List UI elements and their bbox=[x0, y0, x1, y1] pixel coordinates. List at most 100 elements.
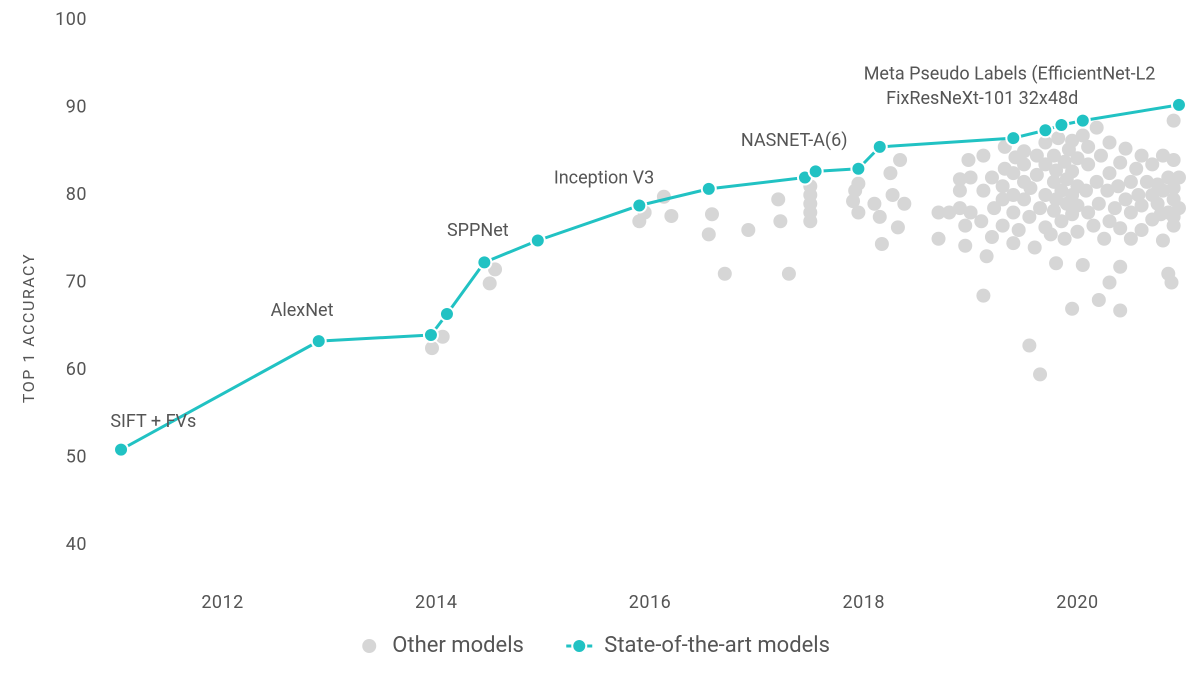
other-model-point bbox=[1006, 236, 1020, 250]
other-model-point bbox=[782, 267, 796, 281]
other-model-point bbox=[891, 220, 905, 234]
sota-point bbox=[1006, 131, 1020, 145]
other-model-point bbox=[1172, 201, 1186, 215]
other-model-point bbox=[1033, 201, 1047, 215]
other-model-point bbox=[886, 188, 900, 202]
other-model-point bbox=[1092, 293, 1106, 307]
point-label: Meta Pseudo Labels (EfficientNet-L2 bbox=[864, 64, 1156, 85]
other-model-point bbox=[1172, 171, 1186, 185]
point-label: NASNET-A(6) bbox=[741, 130, 848, 151]
other-model-point bbox=[932, 232, 946, 246]
sota-point bbox=[1038, 123, 1052, 137]
sota-point bbox=[1076, 114, 1090, 128]
other-model-point bbox=[1156, 234, 1170, 248]
other-model-point bbox=[1113, 156, 1127, 170]
other-model-point bbox=[980, 249, 994, 263]
other-model-point bbox=[851, 177, 865, 191]
other-model-point bbox=[1135, 223, 1149, 237]
other-model-point bbox=[897, 197, 911, 211]
chart-svg: 40506070809010020122014201620182020TOP 1… bbox=[0, 0, 1200, 700]
sota-point bbox=[632, 199, 646, 213]
other-model-point bbox=[1017, 157, 1031, 171]
other-model-point bbox=[718, 267, 732, 281]
other-model-point bbox=[1065, 164, 1079, 178]
y-tick-label: 90 bbox=[66, 96, 87, 117]
other-model-point bbox=[1094, 149, 1108, 163]
other-model-point bbox=[976, 184, 990, 198]
sota-point bbox=[424, 328, 438, 342]
other-model-point bbox=[1129, 162, 1143, 176]
sota-point bbox=[477, 255, 491, 269]
other-model-point bbox=[875, 237, 889, 251]
other-model-point bbox=[664, 209, 678, 223]
point-label: SIFT + FVs bbox=[110, 411, 196, 432]
y-tick-label: 80 bbox=[66, 184, 87, 205]
other-model-point bbox=[1044, 227, 1058, 241]
other-model-point bbox=[1111, 179, 1125, 193]
y-tick-label: 70 bbox=[66, 271, 87, 292]
other-model-point bbox=[1097, 232, 1111, 246]
other-model-point bbox=[705, 207, 719, 221]
other-model-point bbox=[1103, 276, 1117, 290]
legend-marker-sota-dot bbox=[572, 639, 586, 653]
other-model-point bbox=[1164, 276, 1178, 290]
other-model-point bbox=[1103, 166, 1117, 180]
other-model-point bbox=[1092, 197, 1106, 211]
other-model-point bbox=[1076, 258, 1090, 272]
other-model-point bbox=[1017, 144, 1031, 158]
other-model-point bbox=[1119, 192, 1133, 206]
other-model-point bbox=[1124, 175, 1138, 189]
other-model-point bbox=[1167, 153, 1181, 167]
other-model-point bbox=[1023, 181, 1037, 195]
other-model-point bbox=[1086, 219, 1100, 233]
sota-point bbox=[114, 443, 128, 457]
legend-label-sota: State-of-the-art models bbox=[604, 633, 830, 658]
other-model-point bbox=[773, 214, 787, 228]
other-model-point bbox=[976, 149, 990, 163]
other-model-point bbox=[883, 166, 897, 180]
y-tick-label: 50 bbox=[66, 446, 87, 467]
other-model-point bbox=[1113, 260, 1127, 274]
other-model-point bbox=[1081, 157, 1095, 171]
other-model-point bbox=[1022, 339, 1036, 353]
sota-point bbox=[1172, 98, 1186, 112]
point-label: AlexNet bbox=[271, 300, 334, 321]
other-model-point bbox=[1090, 121, 1104, 135]
other-model-point bbox=[1012, 223, 1026, 237]
other-model-point bbox=[974, 214, 988, 228]
other-model-point bbox=[873, 210, 887, 224]
point-label: FixResNeXt-101 32x48d bbox=[886, 88, 1078, 109]
y-axis-title: TOP 1 ACCURACY bbox=[19, 253, 38, 403]
x-tick-label: 2018 bbox=[842, 592, 884, 613]
sota-point bbox=[851, 162, 865, 176]
sota-point bbox=[531, 234, 545, 248]
other-model-point bbox=[958, 239, 972, 253]
other-model-point bbox=[1113, 304, 1127, 318]
other-model-point bbox=[425, 341, 439, 355]
accuracy-chart: 40506070809010020122014201620182020TOP 1… bbox=[0, 0, 1200, 700]
x-tick-label: 2016 bbox=[629, 592, 671, 613]
other-model-point bbox=[961, 153, 975, 167]
sota-point bbox=[440, 307, 454, 321]
y-tick-label: 60 bbox=[66, 359, 87, 380]
y-tick-label: 100 bbox=[55, 9, 87, 30]
sota-point bbox=[702, 182, 716, 196]
legend-label-other: Other models bbox=[392, 633, 524, 658]
other-model-point bbox=[1033, 367, 1047, 381]
other-model-point bbox=[1065, 302, 1079, 316]
x-tick-label: 2020 bbox=[1056, 592, 1098, 613]
sota-point bbox=[809, 164, 823, 178]
point-label: Inception V3 bbox=[554, 168, 654, 189]
other-model-point bbox=[803, 214, 817, 228]
other-model-point bbox=[1006, 206, 1020, 220]
sota-point bbox=[873, 140, 887, 154]
other-model-point bbox=[958, 219, 972, 233]
sota-point bbox=[312, 334, 326, 348]
other-model-point bbox=[976, 289, 990, 303]
legend-marker-other bbox=[362, 639, 376, 653]
other-model-point bbox=[1081, 140, 1095, 154]
point-label: SPPNet bbox=[447, 220, 509, 241]
x-tick-label: 2012 bbox=[201, 592, 243, 613]
other-model-point bbox=[741, 223, 755, 237]
other-model-point bbox=[1103, 136, 1117, 150]
